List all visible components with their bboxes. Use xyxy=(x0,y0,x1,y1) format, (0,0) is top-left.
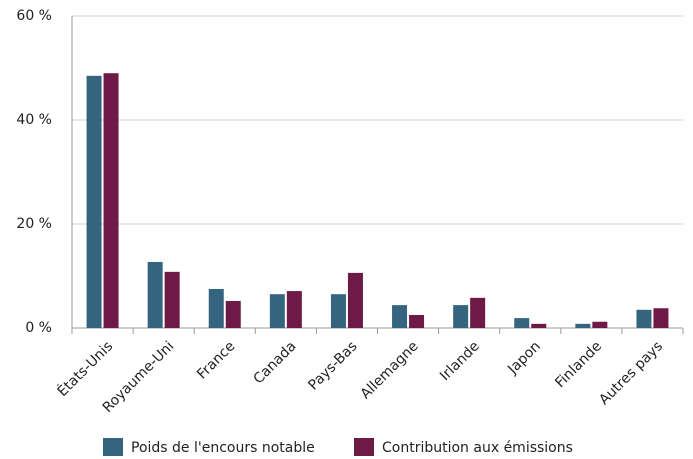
bar xyxy=(164,271,180,328)
x-tick-label: Finlande xyxy=(552,338,605,391)
bar xyxy=(86,75,102,328)
bar xyxy=(514,318,530,328)
y-tick-label: 20 % xyxy=(16,216,52,232)
legend-swatch xyxy=(103,438,123,456)
x-tick-label: Allemagne xyxy=(358,338,422,402)
bar xyxy=(592,321,608,328)
x-tick-label: France xyxy=(194,338,238,382)
legend-label: Poids de l'encours notable xyxy=(131,440,315,456)
y-tick-label: 60 % xyxy=(16,8,52,24)
bar xyxy=(392,305,408,328)
bar xyxy=(409,315,425,328)
bar xyxy=(470,297,486,328)
x-tick-label: Pays-Bas xyxy=(305,338,360,393)
x-tick-label: Japon xyxy=(504,338,544,378)
y-tick-label: 0 % xyxy=(25,320,52,336)
legend-swatch xyxy=(354,438,374,456)
bar xyxy=(269,294,285,328)
bar xyxy=(347,272,363,328)
y-tick-label: 40 % xyxy=(16,112,52,128)
bar xyxy=(225,300,241,328)
bar xyxy=(531,323,547,328)
bar xyxy=(147,261,163,328)
bar xyxy=(103,73,119,328)
x-tick-label: Canada xyxy=(251,338,300,387)
bar xyxy=(208,289,224,328)
bar xyxy=(653,308,669,328)
x-tick-label: Autres pays xyxy=(596,338,666,408)
bar xyxy=(286,291,302,328)
bar xyxy=(453,305,469,328)
x-tick-label: Irlande xyxy=(437,338,483,384)
bar xyxy=(636,309,652,328)
bar xyxy=(575,323,591,328)
legend-label: Contribution aux émissions xyxy=(382,440,573,456)
x-tick-label: États-Unis xyxy=(54,338,116,400)
bar xyxy=(330,294,346,328)
